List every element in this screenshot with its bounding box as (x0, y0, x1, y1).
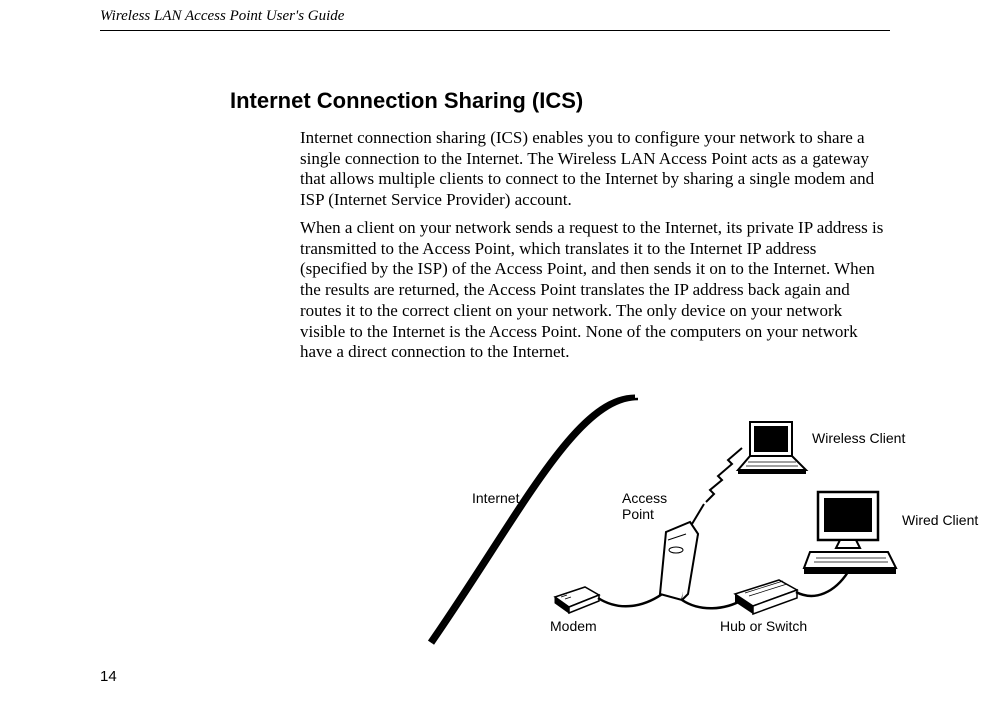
label-access-point-line1: Access (622, 490, 667, 506)
paragraph-2: When a client on your network sends a re… (300, 218, 885, 363)
network-diagram: Internet Access Point Wireless Client Wi… (380, 382, 950, 652)
section-title: Internet Connection Sharing (ICS) (230, 88, 583, 114)
label-access-point-line2: Point (622, 506, 654, 522)
label-modem: Modem (550, 618, 597, 634)
label-internet: Internet (472, 490, 519, 506)
page: Wireless LAN Access Point User's Guide I… (0, 0, 991, 701)
page-number: 14 (100, 668, 117, 685)
paragraph-1: Internet connection sharing (ICS) enable… (300, 128, 885, 211)
header-rule (100, 30, 890, 31)
label-wireless-client: Wireless Client (812, 430, 905, 446)
label-hub-switch: Hub or Switch (720, 618, 807, 634)
label-wired-client: Wired Client (902, 512, 978, 528)
running-head: Wireless LAN Access Point User's Guide (100, 8, 344, 25)
diagram-svg (380, 382, 950, 652)
